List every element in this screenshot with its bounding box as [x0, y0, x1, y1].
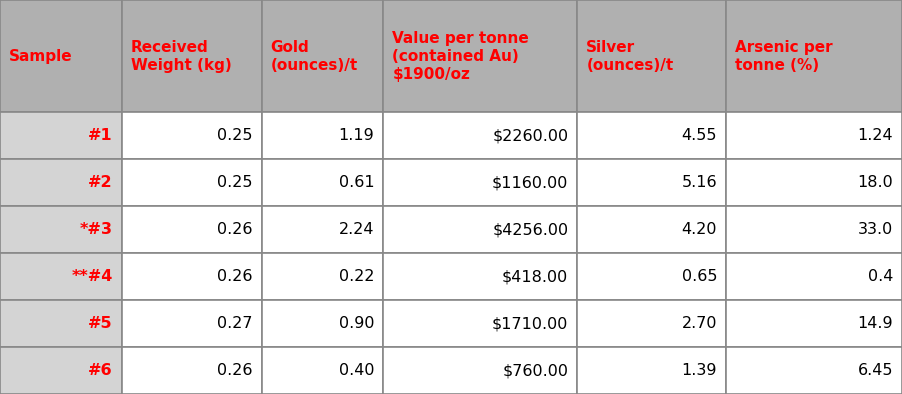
Text: 2.70: 2.70	[682, 316, 717, 331]
Bar	[262, 206, 383, 253]
Bar	[262, 112, 383, 159]
Text: 1.24: 1.24	[858, 128, 893, 143]
Text: #1: #1	[88, 128, 113, 143]
Bar	[262, 300, 383, 347]
Text: 1.39: 1.39	[682, 363, 717, 378]
Bar	[726, 206, 902, 253]
Bar	[262, 159, 383, 206]
Bar	[122, 159, 262, 206]
Bar	[726, 300, 902, 347]
Text: $418.00: $418.00	[502, 269, 568, 284]
Text: Silver
(ounces)/t: Silver (ounces)/t	[586, 40, 674, 72]
Text: 4.55: 4.55	[682, 128, 717, 143]
Text: 0.25: 0.25	[217, 128, 253, 143]
Text: #2: #2	[88, 175, 113, 190]
Text: 0.90: 0.90	[339, 316, 374, 331]
Bar	[383, 112, 577, 159]
Bar	[262, 253, 383, 300]
Bar	[383, 347, 577, 394]
Bar	[0, 253, 122, 300]
Text: Sample: Sample	[9, 48, 73, 64]
Bar	[726, 253, 902, 300]
Text: 0.65: 0.65	[682, 269, 717, 284]
Bar	[0, 300, 122, 347]
Bar	[383, 206, 577, 253]
Bar	[577, 112, 726, 159]
Bar	[122, 0, 262, 112]
Text: 0.25: 0.25	[217, 175, 253, 190]
Text: 0.26: 0.26	[217, 269, 253, 284]
Bar	[577, 0, 726, 112]
Text: Value per tonne
(contained Au)
$1900/oz: Value per tonne (contained Au) $1900/oz	[392, 31, 529, 82]
Text: 18.0: 18.0	[857, 175, 893, 190]
Bar	[577, 300, 726, 347]
Bar	[726, 112, 902, 159]
Text: 14.9: 14.9	[858, 316, 893, 331]
Text: 0.26: 0.26	[217, 222, 253, 237]
Text: #5: #5	[88, 316, 113, 331]
Text: $1710.00: $1710.00	[492, 316, 568, 331]
Bar	[122, 253, 262, 300]
Text: 0.22: 0.22	[339, 269, 374, 284]
Text: #6: #6	[88, 363, 113, 378]
Bar	[726, 347, 902, 394]
Text: Arsenic per
tonne (%): Arsenic per tonne (%)	[735, 40, 833, 72]
Bar	[726, 159, 902, 206]
Text: 5.16: 5.16	[682, 175, 717, 190]
Bar	[0, 206, 122, 253]
Bar	[262, 347, 383, 394]
Text: 4.20: 4.20	[682, 222, 717, 237]
Bar	[383, 159, 577, 206]
Bar	[0, 159, 122, 206]
Bar	[577, 253, 726, 300]
Text: $1160.00: $1160.00	[492, 175, 568, 190]
Bar	[0, 0, 122, 112]
Bar	[577, 206, 726, 253]
Text: *#3: *#3	[79, 222, 113, 237]
Bar	[383, 253, 577, 300]
Bar	[122, 347, 262, 394]
Bar	[577, 347, 726, 394]
Text: 1.19: 1.19	[338, 128, 374, 143]
Text: Received
Weight (kg): Received Weight (kg)	[131, 40, 232, 72]
Text: 6.45: 6.45	[858, 363, 893, 378]
Bar	[726, 0, 902, 112]
Bar	[577, 159, 726, 206]
Text: Gold
(ounces)/t: Gold (ounces)/t	[271, 40, 358, 72]
Bar	[122, 112, 262, 159]
Bar	[383, 300, 577, 347]
Bar	[0, 112, 122, 159]
Text: $4256.00: $4256.00	[492, 222, 568, 237]
Text: $760.00: $760.00	[502, 363, 568, 378]
Text: 0.61: 0.61	[339, 175, 374, 190]
Bar	[262, 0, 383, 112]
Text: 0.4: 0.4	[868, 269, 893, 284]
Bar	[383, 0, 577, 112]
Bar	[0, 347, 122, 394]
Text: **#4: **#4	[71, 269, 113, 284]
Text: 33.0: 33.0	[858, 222, 893, 237]
Text: 0.40: 0.40	[339, 363, 374, 378]
Bar	[122, 300, 262, 347]
Text: 2.24: 2.24	[339, 222, 374, 237]
Text: 0.27: 0.27	[217, 316, 253, 331]
Bar	[122, 206, 262, 253]
Text: 0.26: 0.26	[217, 363, 253, 378]
Text: $2260.00: $2260.00	[492, 128, 568, 143]
